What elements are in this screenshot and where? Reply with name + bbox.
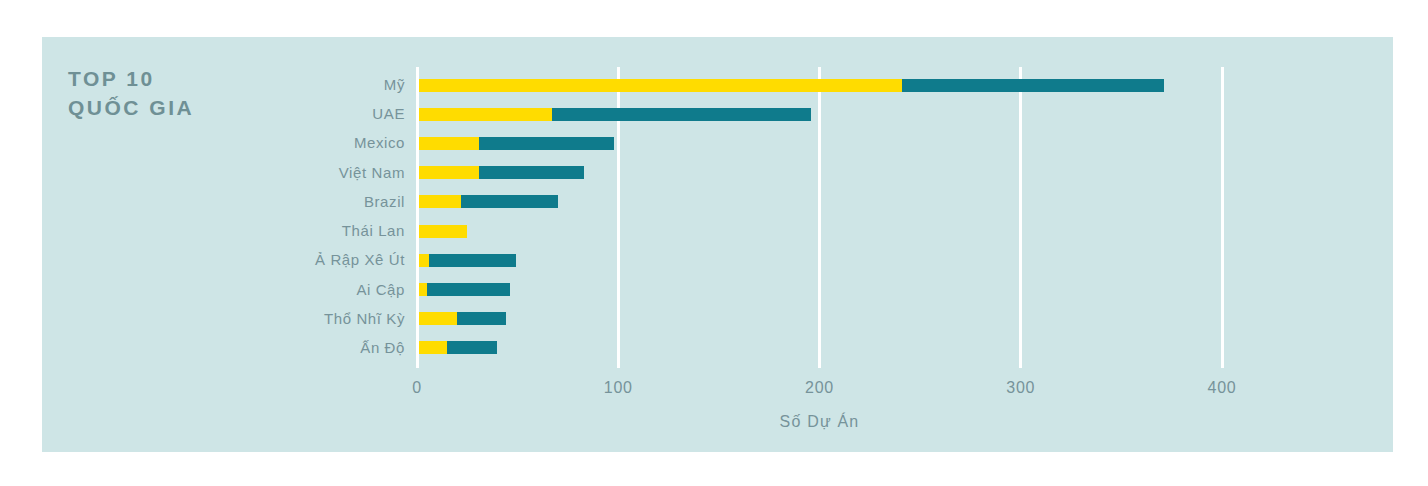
bar-row [419, 312, 506, 325]
segment-yellow [419, 341, 447, 354]
segment-yellow [419, 79, 902, 92]
chart-panel: TOP 10QUỐC GIA MỹUAEMexicoViệt NamBrazil… [42, 37, 1393, 452]
chart-canvas: TOP 10QUỐC GIA MỹUAEMexicoViệt NamBrazil… [0, 0, 1428, 486]
segment-teal [461, 195, 558, 208]
category-label: Việt Nam [42, 163, 405, 183]
category-label: Ấn Độ [42, 338, 405, 358]
segment-yellow [419, 225, 467, 238]
segment-teal [479, 137, 614, 150]
x-tick-label-200: 200 [780, 379, 860, 397]
segment-teal [429, 254, 516, 267]
bar-row [419, 195, 558, 208]
bar-row [419, 108, 811, 121]
x-tick-label-300: 300 [981, 379, 1061, 397]
segment-yellow [419, 137, 479, 150]
segment-yellow [419, 254, 429, 267]
category-label: Thái Lan [42, 221, 405, 241]
category-label: Mexico [42, 133, 405, 153]
x-tick-label-0: 0 [377, 379, 457, 397]
category-label: Ả Rập Xê Út [42, 250, 405, 270]
segment-teal [552, 108, 812, 121]
gridline-300 [1019, 67, 1022, 368]
segment-teal [447, 341, 497, 354]
gridline-200 [818, 67, 821, 368]
bar-row [419, 341, 497, 354]
bar-row [419, 283, 510, 296]
x-tick-label-100: 100 [578, 379, 658, 397]
category-label: UAE [42, 104, 405, 124]
segment-yellow [419, 166, 479, 179]
category-label: Thổ Nhĩ Kỳ [42, 309, 405, 329]
category-label: Ai Cập [42, 280, 405, 300]
x-axis-label: Số Dự Án [417, 413, 1222, 431]
x-tick-label-400: 400 [1182, 379, 1262, 397]
segment-yellow [419, 312, 457, 325]
segment-teal [479, 166, 584, 179]
segment-teal [427, 283, 510, 296]
gridline-400 [1221, 67, 1224, 368]
segment-yellow [419, 283, 427, 296]
category-label: Brazil [42, 192, 405, 212]
bar-row [419, 225, 467, 238]
segment-teal [457, 312, 505, 325]
segment-yellow [419, 108, 552, 121]
segment-yellow [419, 195, 461, 208]
category-label: Mỹ [42, 75, 405, 95]
plot-area: Mỹ UAE Mexico Việt Nam Brazil Thái Lan Ả Rập X… [42, 37, 1393, 452]
bar-row [419, 137, 614, 150]
bar-row [419, 166, 584, 179]
segment-teal [902, 79, 1164, 92]
bar-row [419, 79, 1164, 92]
bar-row [419, 254, 516, 267]
